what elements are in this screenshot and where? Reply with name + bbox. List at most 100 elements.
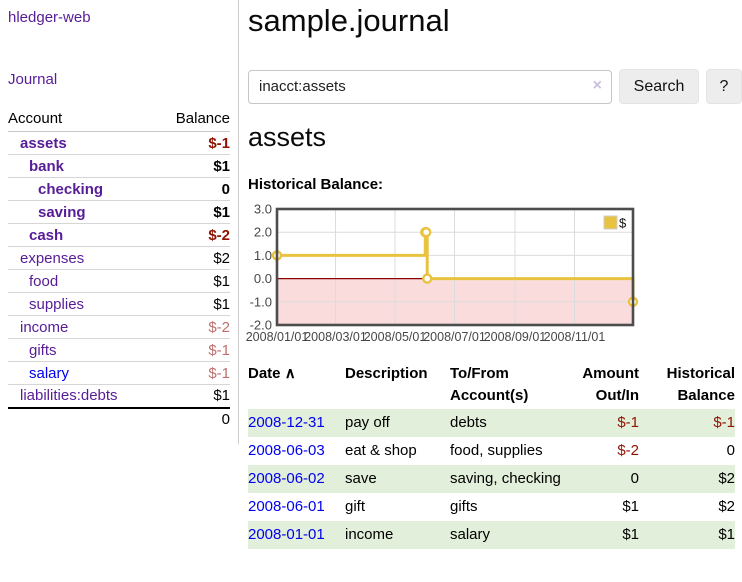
transaction-row: 2008-06-03 eat & shop food, supplies $-2 0 bbox=[248, 437, 735, 465]
register-header-balance: Historical Balance bbox=[666, 365, 735, 404]
register-table: Date ∧ Description To/From Account(s) Am… bbox=[248, 361, 735, 549]
transaction-description: income bbox=[345, 526, 394, 543]
account-balance: $1 bbox=[156, 269, 230, 293]
account-row: bank $1 bbox=[8, 154, 230, 178]
transaction-accounts: gifts bbox=[450, 498, 478, 515]
page-title: sample.journal bbox=[248, 3, 450, 38]
sidebar-divider bbox=[238, 0, 239, 444]
sort-ascending-icon: ∧ bbox=[284, 365, 296, 382]
svg-text:0.0: 0.0 bbox=[254, 271, 272, 286]
account-balance: $-1 bbox=[156, 361, 230, 385]
svg-text:2008/09/01: 2008/09/01 bbox=[484, 330, 547, 344]
transaction-amount: 0 bbox=[630, 470, 639, 487]
account-row: saving $1 bbox=[8, 200, 230, 224]
transaction-row: 2008-01-01 income salary $1 $1 bbox=[248, 521, 735, 549]
account-balance: $-1 bbox=[208, 134, 230, 152]
transaction-balance: $-1 bbox=[713, 414, 735, 431]
transaction-date-link[interactable]: 2008-06-01 bbox=[248, 498, 325, 515]
account-balance: $2 bbox=[156, 246, 230, 270]
svg-text:-1.0: -1.0 bbox=[250, 294, 272, 309]
svg-text:2008/05/01: 2008/05/01 bbox=[364, 330, 427, 344]
transaction-amount: $-1 bbox=[617, 414, 639, 431]
transaction-date-link[interactable]: 2008-06-02 bbox=[248, 470, 325, 487]
transaction-accounts: salary bbox=[450, 526, 491, 543]
svg-text:2.0: 2.0 bbox=[254, 225, 272, 240]
clear-search-icon[interactable]: × bbox=[592, 76, 602, 94]
account-row: liabilities:debts $1 bbox=[8, 384, 230, 408]
transaction-amount: $1 bbox=[622, 526, 639, 543]
account-balance: $-2 bbox=[156, 315, 230, 339]
account-balance: $1 bbox=[156, 384, 230, 408]
account-balance: $1 bbox=[156, 200, 230, 224]
svg-text:2008/03/01: 2008/03/01 bbox=[304, 330, 367, 344]
transaction-accounts: food, supplies bbox=[450, 442, 543, 459]
search-field-wrapper: × bbox=[248, 69, 612, 104]
accounts-header-balance: Balance bbox=[156, 108, 230, 132]
account-link-assets[interactable]: assets bbox=[20, 134, 67, 152]
svg-text:2008/07/01: 2008/07/01 bbox=[423, 330, 486, 344]
account-row: cash $-2 bbox=[8, 223, 230, 247]
historical-balance-chart: 3.0 2.0 1.0 0.0 -1.0 -2.0 2008/01/01 2008/03/01… bbox=[242, 202, 646, 351]
search-input[interactable] bbox=[248, 69, 612, 104]
sidebar: hledger-web Journal Account Balance asse… bbox=[8, 0, 230, 431]
main-content: sample.journal × Search ? assets Histori… bbox=[246, 0, 742, 549]
account-row: supplies $1 bbox=[8, 292, 230, 316]
account-row: expenses $2 bbox=[8, 246, 230, 270]
sidebar-item-journal[interactable]: Journal bbox=[8, 71, 58, 88]
transaction-date-link[interactable]: 2008-01-01 bbox=[248, 526, 325, 543]
app-title-link[interactable]: hledger-web bbox=[8, 9, 91, 26]
accounts-header-row: Account Balance bbox=[8, 108, 230, 132]
account-row: checking 0 bbox=[8, 177, 230, 201]
account-balance: 0 bbox=[156, 177, 230, 201]
register-header-description: Description bbox=[345, 365, 428, 382]
svg-text:-2.0: -2.0 bbox=[250, 318, 272, 333]
help-button[interactable]: ? bbox=[706, 69, 742, 104]
transaction-balance: $2 bbox=[718, 470, 735, 487]
accounts-header-account: Account bbox=[8, 108, 157, 132]
account-link-food[interactable]: food bbox=[29, 272, 59, 290]
chart-svg: 3.0 2.0 1.0 0.0 -1.0 -2.02008/01/012008/03/01… bbox=[246, 202, 639, 344]
account-row: assets $-1 bbox=[8, 132, 230, 155]
account-link-checking[interactable]: checking bbox=[38, 180, 104, 198]
transaction-description: save bbox=[345, 470, 377, 487]
account-row: food $1 bbox=[8, 269, 230, 293]
transaction-row: 2008-12-31 pay off debts $-1 $-1 bbox=[248, 409, 735, 437]
transaction-balance: 0 bbox=[726, 442, 735, 459]
transaction-description: eat & shop bbox=[345, 442, 417, 459]
account-link-bank[interactable]: bank bbox=[29, 157, 65, 175]
transaction-description: pay off bbox=[345, 414, 390, 431]
svg-text:$: $ bbox=[619, 216, 627, 231]
register-header-row: Date ∧ Description To/From Account(s) Am… bbox=[248, 361, 735, 409]
accounts-balance-table: Account Balance assets $-1 bank $1 checking 0… bbox=[8, 108, 230, 431]
account-link-salary[interactable]: salary bbox=[29, 364, 70, 382]
search-button[interactable]: Search bbox=[619, 69, 699, 104]
svg-text:3.0: 3.0 bbox=[254, 203, 272, 217]
account-link-income[interactable]: income bbox=[20, 318, 69, 336]
transaction-balance: $2 bbox=[718, 498, 735, 515]
transaction-row: 2008-06-01 gift gifts $1 $2 bbox=[248, 493, 735, 521]
transaction-date-link[interactable]: 2008-06-03 bbox=[248, 442, 325, 459]
account-balance: $-1 bbox=[156, 338, 230, 362]
transaction-row: 2008-06-02 save saving, checking 0 $2 bbox=[248, 465, 735, 493]
svg-text:2008/11/01: 2008/11/01 bbox=[544, 330, 606, 344]
account-link-expenses[interactable]: expenses bbox=[20, 249, 85, 267]
account-balance: $1 bbox=[156, 292, 230, 316]
transaction-date-link[interactable]: 2008-12-31 bbox=[248, 414, 325, 431]
account-row: income $-2 bbox=[8, 315, 230, 339]
accounts-total-value: 0 bbox=[156, 406, 230, 431]
register-header-date[interactable]: Date ∧ bbox=[248, 365, 296, 382]
account-link-gifts[interactable]: gifts bbox=[29, 341, 57, 359]
accounts-total-row: 0 bbox=[8, 406, 230, 431]
svg-text:1.0: 1.0 bbox=[254, 248, 272, 263]
account-link-saving[interactable]: saving bbox=[38, 203, 86, 221]
account-link-cash[interactable]: cash bbox=[29, 226, 64, 244]
account-row: gifts $-1 bbox=[8, 338, 230, 362]
account-link-liabilities-debts[interactable]: liabilities:debts bbox=[20, 387, 118, 405]
account-row: salary $-1 bbox=[8, 361, 230, 385]
transaction-amount: $1 bbox=[622, 498, 639, 515]
account-link-supplies[interactable]: supplies bbox=[29, 295, 85, 313]
account-balance: $1 bbox=[156, 154, 230, 178]
transaction-accounts: debts bbox=[450, 414, 487, 431]
transaction-amount: $-2 bbox=[617, 442, 639, 459]
account-balance: $-2 bbox=[156, 223, 230, 247]
